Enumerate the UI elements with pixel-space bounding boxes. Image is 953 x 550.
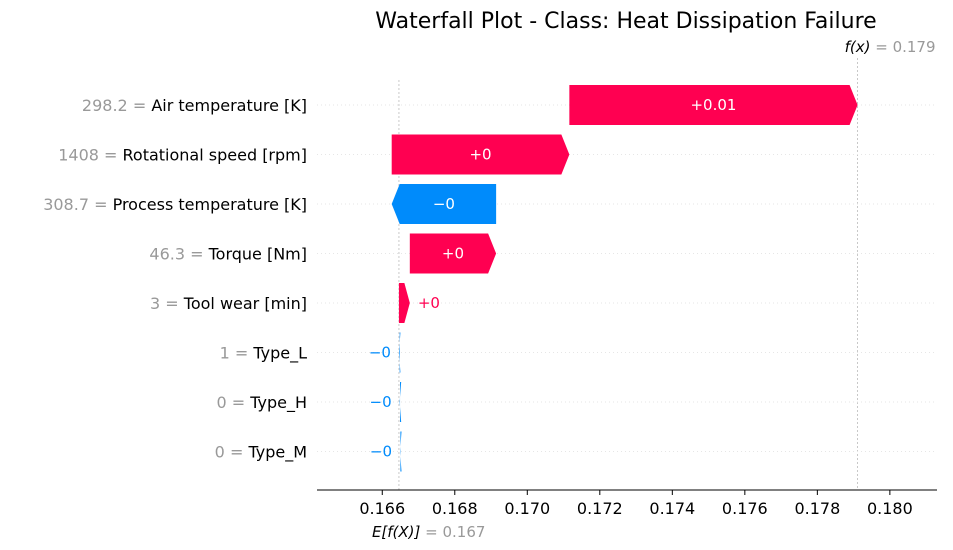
- x-tick-label: 0.168: [432, 499, 478, 518]
- feature-name: Type_L: [252, 344, 307, 364]
- negative-bar: [398, 332, 401, 373]
- bar-value-label: −0: [369, 344, 391, 362]
- feature-value: 46.3 =: [149, 245, 208, 264]
- feature-label: 0 = Type_H: [216, 393, 307, 413]
- bar-value-label: −0: [370, 443, 392, 461]
- chart-title: Waterfall Plot - Class: Heat Dissipation…: [375, 9, 876, 34]
- final-value-label: f(x) = 0.179: [845, 38, 936, 56]
- final-value-symbol: f(x): [845, 38, 871, 56]
- feature-value: 0 =: [216, 393, 250, 412]
- positive-bar: [569, 85, 858, 125]
- bars-layer: [391, 85, 858, 472]
- base-value-text: = 0.167: [420, 523, 485, 541]
- feature-label: 1 = Type_L: [220, 344, 308, 364]
- feature-label: 46.3 = Torque [Nm]: [149, 245, 307, 264]
- positive-bar: [391, 134, 570, 175]
- negative-bar: [391, 184, 497, 224]
- feature-name: Type_H: [249, 393, 307, 413]
- bar-value-label: +0: [418, 294, 440, 312]
- bar-value-label: −0: [433, 195, 455, 213]
- x-tick-label: 0.176: [722, 499, 768, 518]
- bar-value-label: −0: [370, 393, 392, 411]
- bar-value-label: +0.01: [690, 96, 736, 114]
- x-tick-label: 0.170: [504, 499, 550, 518]
- feature-name: Air temperature [K]: [151, 96, 307, 115]
- feature-value: 1 =: [220, 344, 254, 363]
- x-tick-label: 0.180: [867, 499, 913, 518]
- negative-bar: [400, 431, 402, 472]
- positive-bar: [409, 233, 497, 274]
- negative-bar: [399, 382, 402, 422]
- feature-name: Process temperature [K]: [113, 195, 307, 214]
- feature-label: 3 = Tool wear [min]: [150, 294, 307, 313]
- feature-value: 3 =: [150, 294, 184, 313]
- x-tick-label: 0.174: [649, 499, 695, 518]
- feature-name: Torque [Nm]: [208, 245, 307, 264]
- feature-label: 298.2 = Air temperature [K]: [82, 96, 307, 115]
- feature-value: 0 =: [215, 443, 249, 462]
- feature-name: Tool wear [min]: [183, 294, 307, 313]
- x-tick-label: 0.172: [577, 499, 623, 518]
- feature-value: 298.2 =: [82, 96, 151, 115]
- feature-label: 1408 = Rotational speed [rpm]: [58, 146, 307, 165]
- base-value-label: E[f(X)] = 0.167: [372, 523, 486, 541]
- x-axis: 0.166 0.168 0.170 0.172 0.174 0.176 0.178 0.180: [317, 489, 937, 518]
- feature-name: Rotational speed [rpm]: [123, 146, 307, 165]
- positive-bar: [398, 283, 410, 323]
- x-tick-label: 0.178: [794, 499, 840, 518]
- feature-name: Type_M: [247, 443, 307, 463]
- feature-value: 1408 =: [58, 146, 122, 165]
- labels-layer: 298.2 = Air temperature [K] +0.01 1408 = R…: [43, 38, 935, 541]
- feature-value: 308.7 =: [43, 195, 112, 214]
- feature-label: 308.7 = Process temperature [K]: [43, 195, 307, 214]
- bar-value-label: +0: [469, 146, 491, 164]
- x-tick-label: 0.166: [359, 499, 405, 518]
- base-value-symbol: E[f(X)]: [372, 523, 421, 541]
- feature-label: 0 = Type_M: [215, 443, 307, 463]
- bar-value-label: +0: [442, 245, 464, 263]
- final-value-text: = 0.179: [870, 38, 935, 56]
